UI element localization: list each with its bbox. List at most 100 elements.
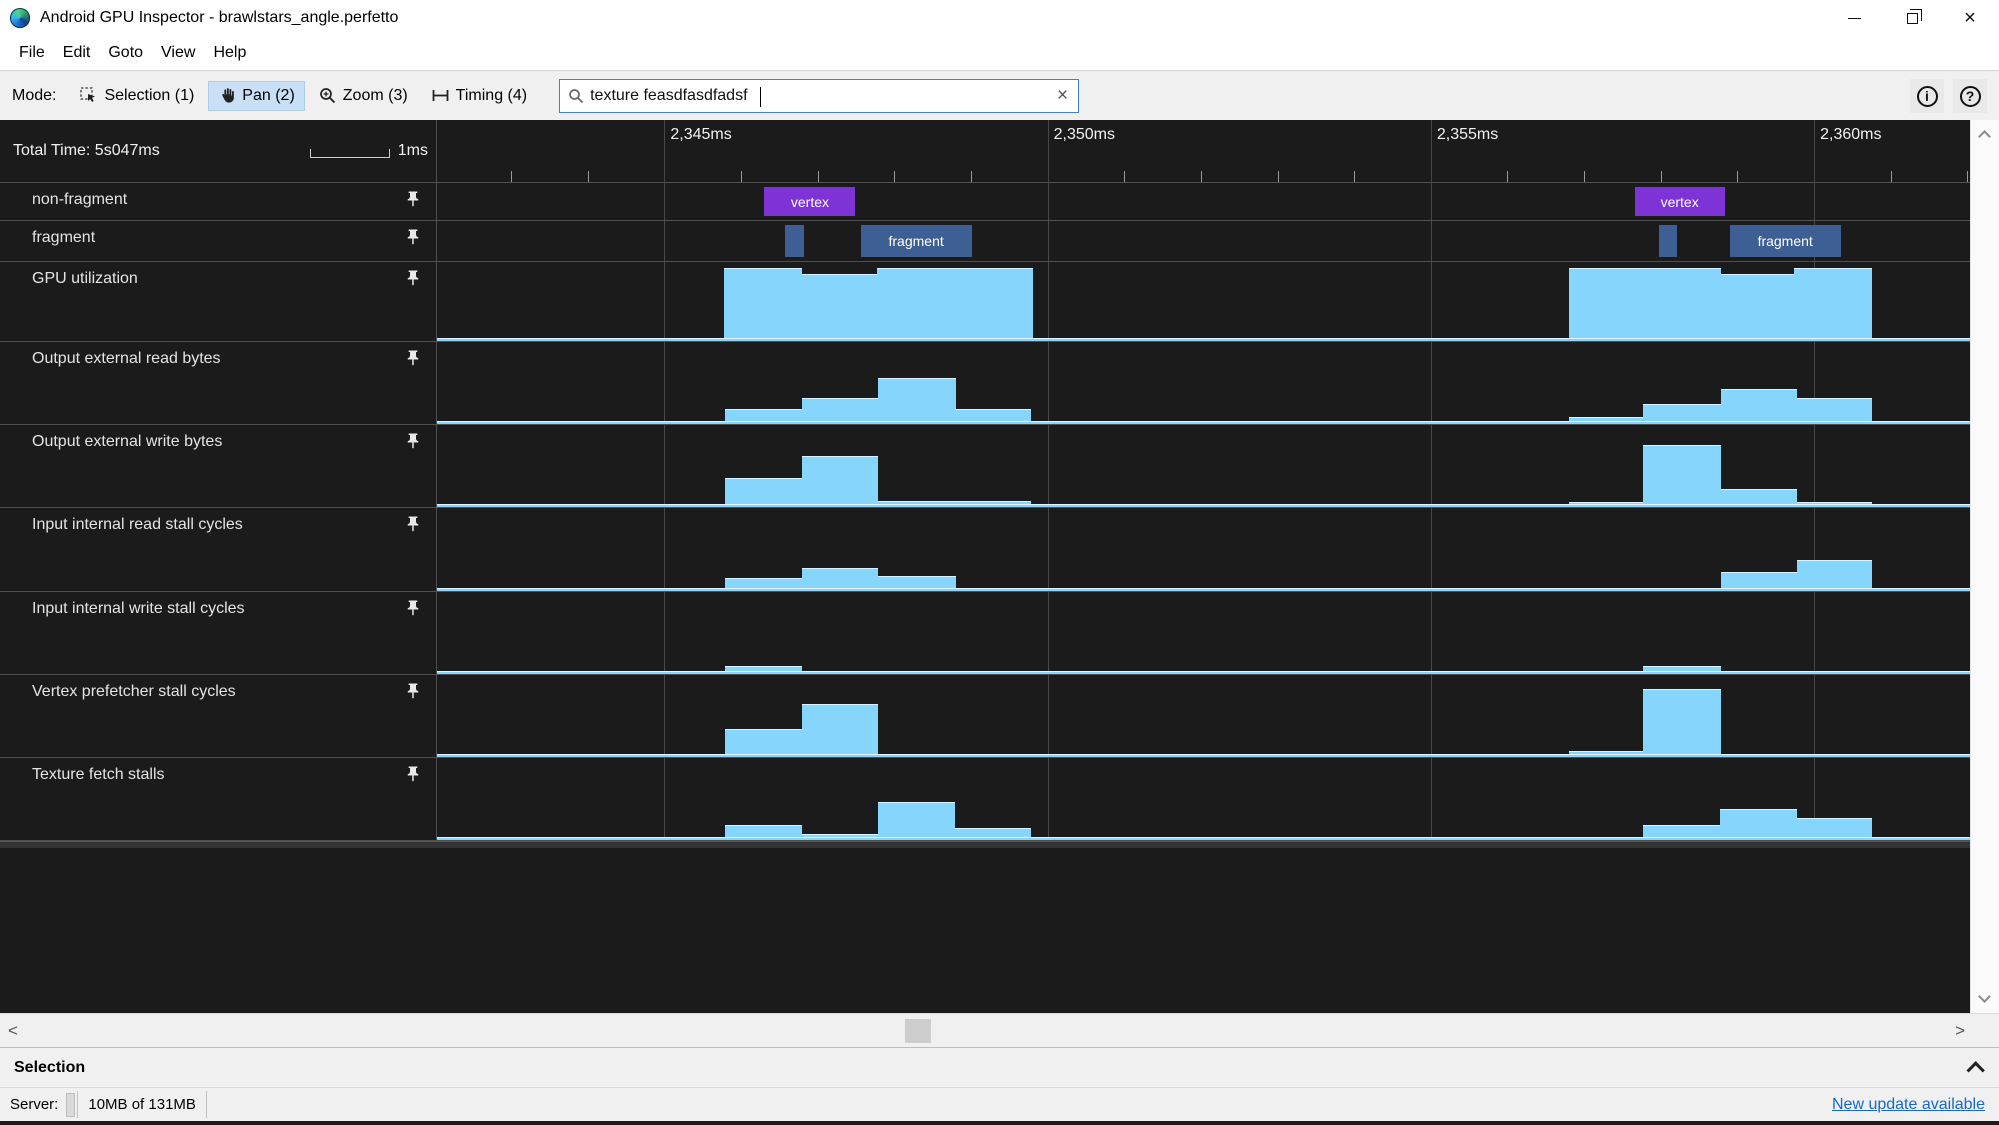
track-plot[interactable] — [437, 675, 1970, 757]
counter-step[interactable] — [802, 704, 878, 754]
counter-step[interactable] — [1793, 268, 1872, 338]
counter-step[interactable] — [876, 268, 1033, 338]
counter-step[interactable] — [1642, 445, 1721, 504]
track-row-gpu-utilization: GPU utilization — [0, 262, 1970, 342]
slice-fragment[interactable]: fragment — [860, 225, 972, 257]
horizontal-scrollbar[interactable]: < > — [0, 1013, 1999, 1047]
counter-step[interactable] — [725, 478, 803, 504]
counter-step[interactable] — [725, 409, 803, 421]
counter-step[interactable] — [724, 268, 802, 338]
counter-step[interactable] — [802, 456, 878, 504]
counter-step[interactable] — [1642, 666, 1721, 671]
collapse-chevron-icon[interactable] — [1966, 1061, 1985, 1080]
counter-step[interactable] — [1796, 398, 1872, 421]
counter-step[interactable] — [1719, 809, 1797, 837]
counter-step[interactable] — [877, 576, 956, 588]
track-plot[interactable]: fragment fragment — [437, 221, 1970, 261]
pin-icon[interactable] — [404, 682, 422, 700]
counter-step[interactable] — [1642, 689, 1721, 754]
counter-step[interactable] — [725, 578, 803, 588]
minimize-button[interactable] — [1825, 0, 1883, 36]
slice-fragment[interactable]: fragment — [1729, 225, 1841, 257]
slice-unnamed[interactable] — [785, 225, 804, 257]
scroll-up-icon[interactable] — [1978, 130, 1991, 143]
tracks-end-divider — [0, 841, 1970, 848]
counter-step[interactable] — [1720, 389, 1797, 421]
counter-step[interactable] — [954, 828, 1031, 837]
counter-step[interactable] — [1569, 268, 1721, 338]
search-box[interactable]: × — [559, 78, 1080, 113]
counter-step[interactable] — [725, 825, 803, 837]
counter-step[interactable] — [801, 274, 877, 338]
counter-step[interactable] — [1720, 572, 1797, 588]
menu-item-file[interactable]: File — [19, 44, 45, 61]
restore-button[interactable] — [1883, 0, 1941, 36]
counter-step[interactable] — [1720, 274, 1794, 338]
minor-tick — [1660, 171, 1662, 182]
track-plot[interactable]: vertex vertex — [437, 183, 1970, 220]
track-plot[interactable] — [437, 508, 1970, 591]
mode-button-timing[interactable]: Timing (4) — [422, 81, 537, 111]
pin-icon[interactable] — [404, 432, 422, 450]
window-title: Android GPU Inspector - brawlstars_angle… — [40, 9, 399, 26]
vertical-scrollbar[interactable] — [1970, 120, 1999, 1013]
mode-button-pan[interactable]: Pan (2) — [208, 80, 305, 111]
track-plot[interactable] — [437, 425, 1970, 507]
counter-step[interactable] — [1568, 502, 1643, 504]
pin-icon[interactable] — [404, 349, 422, 367]
counter-step[interactable] — [877, 501, 1031, 504]
counter-step[interactable] — [1568, 751, 1643, 754]
minor-tick — [970, 171, 972, 182]
info-icon: i — [1916, 85, 1938, 107]
scroll-down-icon[interactable] — [1978, 990, 1991, 1003]
pin-icon[interactable] — [404, 765, 422, 783]
counter-step[interactable] — [1796, 560, 1872, 588]
track-label: Input internal read stall cycles — [0, 508, 437, 591]
pin-icon[interactable] — [404, 228, 422, 246]
pin-icon[interactable] — [404, 190, 422, 208]
counter-step[interactable] — [725, 666, 803, 671]
counter-step[interactable] — [955, 409, 1031, 421]
scroll-right-icon[interactable]: > — [1955, 1021, 1965, 1040]
help-button[interactable]: ? — [1953, 79, 1987, 113]
counter-step[interactable] — [802, 398, 878, 421]
mode-button-selection[interactable]: Selection (1) — [70, 81, 204, 111]
counter-step[interactable] — [802, 834, 878, 837]
pin-icon[interactable] — [404, 269, 422, 287]
counter-step[interactable] — [1642, 825, 1720, 837]
menu-item-goto[interactable]: Goto — [108, 44, 144, 61]
menu-item-help[interactable]: Help — [213, 44, 247, 61]
counter-step[interactable] — [1642, 404, 1721, 421]
info-button[interactable]: i — [1910, 79, 1944, 113]
search-input[interactable] — [584, 86, 1055, 105]
counter-step[interactable] — [725, 729, 803, 754]
counter-step[interactable] — [1796, 818, 1872, 837]
scrollbar-thumb[interactable] — [905, 1019, 931, 1043]
counter-step[interactable] — [1796, 502, 1872, 504]
menu-item-view[interactable]: View — [161, 44, 196, 61]
track-label: Vertex prefetcher stall cycles — [0, 675, 437, 757]
update-link[interactable]: New update available — [1832, 1095, 1985, 1113]
counter-step[interactable] — [802, 568, 878, 588]
selection-panel-header[interactable]: Selection — [0, 1047, 1999, 1087]
pin-icon[interactable] — [404, 515, 422, 533]
slice-unnamed[interactable] — [1658, 225, 1677, 257]
close-button[interactable]: × — [1941, 0, 1999, 36]
counter-step[interactable] — [1568, 417, 1643, 421]
clear-search-icon[interactable]: × — [1056, 84, 1069, 106]
counter-step[interactable] — [1720, 489, 1797, 504]
tracks-viewport[interactable]: Total Time: 5s047ms 1ms 2,345ms 2,350ms 2,… — [0, 120, 1970, 1013]
slice-vertex[interactable]: vertex — [1634, 187, 1725, 216]
track-plot[interactable] — [437, 758, 1970, 840]
mode-button-zoom[interactable]: Zoom (3) — [309, 81, 418, 111]
menu-item-edit[interactable]: Edit — [62, 44, 91, 61]
scroll-left-icon[interactable]: < — [8, 1021, 18, 1040]
track-plot[interactable] — [437, 262, 1970, 341]
pin-icon[interactable] — [404, 599, 422, 617]
slice-vertex[interactable]: vertex — [764, 187, 856, 216]
counter-step[interactable] — [877, 802, 955, 837]
counter-step[interactable] — [877, 378, 956, 421]
track-rows: non-fragment vertex vertex fragment fragment… — [0, 120, 1970, 841]
track-plot[interactable] — [437, 592, 1970, 674]
track-plot[interactable] — [437, 342, 1970, 424]
